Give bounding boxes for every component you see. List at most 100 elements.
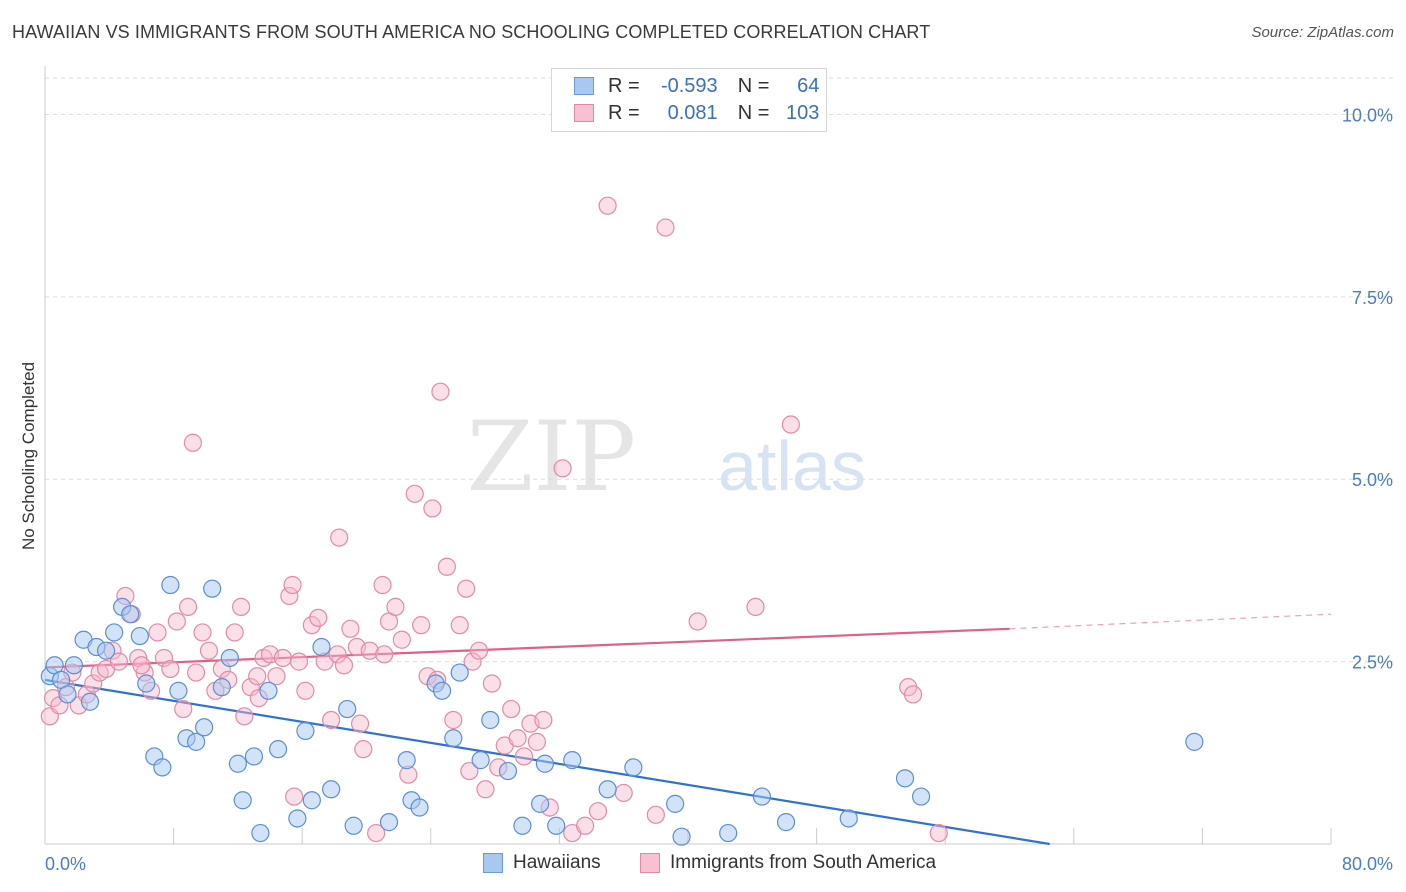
data-point-immigrants (109, 652, 129, 671)
y-tick-label: 2.5% (1352, 653, 1393, 673)
data-point-immigrants (178, 597, 198, 617)
data-point-hawaiians (121, 605, 140, 624)
data-point-hawaiians (203, 579, 222, 598)
data-point-hawaiians (288, 809, 307, 828)
trend-line-immigrants (44, 627, 1010, 669)
bottom-legend: Hawaiians Immigrants from South America (0, 852, 1406, 878)
legend-swatch-hawaiians (574, 77, 594, 95)
data-point-hawaiians (105, 623, 124, 642)
data-point-immigrants (289, 652, 309, 671)
data-point-immigrants (183, 433, 202, 452)
data-point-hawaiians (598, 780, 617, 799)
data-point-hawaiians (268, 740, 288, 759)
y-tick-label: 7.5% (1352, 288, 1393, 308)
data-point-immigrants (161, 659, 180, 679)
data-point-immigrants (302, 616, 321, 635)
data-point-hawaiians (563, 751, 582, 770)
data-point-immigrants (463, 652, 482, 671)
data-point-immigrants (746, 597, 765, 617)
data-point-immigrants (375, 645, 394, 664)
data-point-immigrants (903, 685, 923, 704)
data-point-immigrants (534, 710, 553, 730)
data-point-hawaiians (80, 692, 100, 711)
data-point-hawaiians (338, 699, 357, 719)
data-point-immigrants (431, 382, 450, 401)
data-point-hawaiians (96, 641, 116, 660)
y-tick-label: 5.0% (1352, 470, 1393, 490)
data-point-hawaiians (535, 754, 555, 773)
data-point-immigrants (588, 802, 608, 821)
data-point-immigrants (309, 608, 328, 627)
x-tick-label: 0.0% (45, 854, 86, 874)
data-point-immigrants (460, 761, 479, 781)
data-point-hawaiians (302, 791, 321, 810)
data-point-immigrants (476, 780, 495, 799)
data-point-immigrants (267, 667, 286, 686)
trend-lines (44, 613, 1332, 846)
data-point-hawaiians (1185, 732, 1204, 751)
data-point-immigrants (193, 623, 212, 642)
data-point-immigrants (148, 623, 167, 642)
data-point-immigrants (235, 707, 254, 726)
data-point-immigrants (482, 674, 501, 693)
data-point-hawaiians (379, 813, 399, 832)
data-point-immigrants (688, 612, 707, 631)
data-point-immigrants (527, 732, 546, 751)
legend-row-immigrants: R = 0.081 N = 103 (574, 100, 819, 126)
data-point-immigrants (614, 783, 633, 803)
data-point-hawaiians (839, 809, 858, 828)
chart-title: HAWAIIAN VS IMMIGRANTS FROM SOUTH AMERIC… (12, 22, 931, 42)
legend-r-label: R = (608, 101, 640, 124)
legend-row-hawaiians: R = -0.593 N = 64 (574, 73, 819, 99)
data-point-immigrants (187, 663, 206, 682)
data-point-immigrants (781, 415, 800, 434)
legend-n-value: 103 (786, 101, 820, 124)
data-point-hawaiians (251, 823, 270, 843)
data-point-immigrants (154, 648, 174, 668)
data-point-immigrants (248, 667, 267, 686)
legend-n-label: N = (737, 74, 770, 97)
data-point-immigrants (296, 681, 315, 700)
data-point-hawaiians (322, 780, 341, 799)
data-point-hawaiians (161, 575, 180, 595)
data-point-immigrants (405, 484, 424, 503)
data-point-hawaiians (432, 681, 452, 700)
data-point-hawaiians (471, 751, 490, 770)
data-point-hawaiians (137, 674, 156, 693)
data-point-hawaiians (481, 710, 500, 730)
data-point-hawaiians (259, 681, 278, 700)
data-point-immigrants (437, 557, 456, 576)
data-point-hawaiians (233, 791, 252, 810)
data-point-immigrants (423, 499, 442, 518)
data-point-immigrants (232, 597, 251, 617)
data-point-immigrants (330, 528, 349, 547)
data-point-immigrants (167, 612, 186, 631)
data-point-hawaiians (531, 794, 550, 813)
data-point-immigrants (280, 586, 299, 606)
data-point-hawaiians (312, 637, 331, 657)
data-point-hawaiians (58, 685, 77, 704)
data-point-immigrants (392, 630, 411, 649)
data-point-hawaiians (410, 798, 429, 817)
data-point-hawaiians (195, 718, 214, 737)
data-point-immigrants (360, 641, 379, 660)
data-point-immigrants (285, 787, 304, 806)
legend-swatch-immigrants (574, 104, 594, 122)
bottom-legend-immigrants: Immigrants from South America (640, 852, 936, 874)
data-point-immigrants (502, 699, 521, 719)
tick-labels: 2.5% 5.0% 7.5% 10.0% 0.0% 80.0% (45, 105, 1393, 874)
grid-lines (45, 77, 1394, 663)
legend-n-label: N = (737, 101, 770, 124)
data-point-immigrants (656, 218, 675, 237)
data-point-immigrants (450, 616, 469, 635)
data-point-immigrants (283, 575, 302, 595)
legend-n-value: 64 (797, 74, 820, 97)
data-point-immigrants (334, 656, 354, 675)
series-hawaiians-points (40, 575, 1204, 846)
bottom-legend-hawaiians: Hawaiians (483, 852, 601, 874)
data-point-hawaiians (547, 816, 566, 835)
data-point-immigrants (350, 714, 370, 733)
data-point-immigrants (469, 641, 489, 660)
watermark-atlas: atlas (718, 427, 866, 505)
data-point-immigrants (514, 747, 534, 766)
